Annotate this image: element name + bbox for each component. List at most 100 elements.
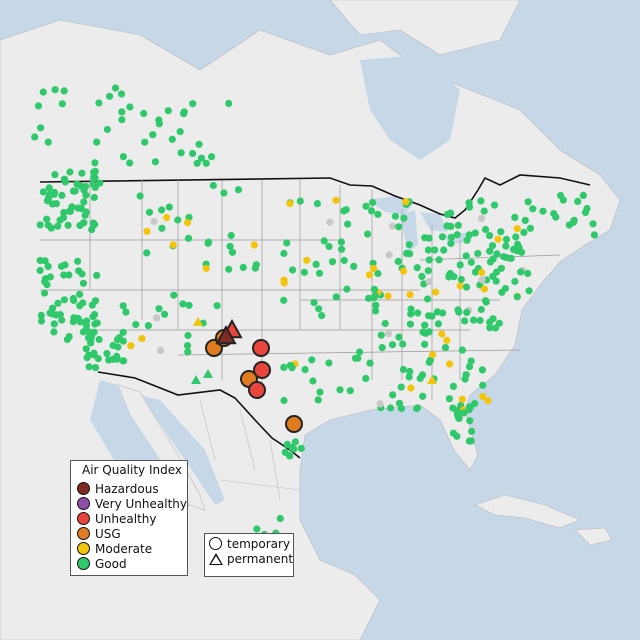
legend-item-good: Good bbox=[77, 556, 187, 571]
monitor-marker bbox=[58, 191, 66, 199]
monitor-marker bbox=[88, 226, 96, 234]
triangle-icon bbox=[209, 552, 223, 565]
monitor-marker bbox=[312, 260, 320, 268]
monitor-marker bbox=[150, 217, 158, 225]
monitor-marker bbox=[364, 230, 372, 238]
monitor-marker bbox=[64, 221, 72, 229]
monitor-marker bbox=[477, 197, 485, 205]
land-cuba bbox=[474, 494, 581, 529]
monitor-marker bbox=[513, 293, 521, 301]
monitor-marker bbox=[103, 125, 111, 134]
monitor-marker bbox=[91, 159, 99, 167]
monitor-marker bbox=[85, 351, 93, 359]
monitor-marker bbox=[36, 221, 44, 229]
monitor-marker bbox=[525, 287, 533, 295]
monitor-marker bbox=[45, 193, 53, 201]
monitor-marker bbox=[37, 317, 46, 325]
monitor-markers bbox=[31, 84, 599, 539]
monitor-marker bbox=[332, 196, 340, 204]
monitor-marker bbox=[458, 346, 466, 354]
monitor-marker bbox=[478, 268, 486, 277]
monitor-marker bbox=[239, 263, 247, 271]
monitor-marker bbox=[280, 276, 288, 284]
monitor-marker bbox=[250, 241, 258, 249]
monitor-marker bbox=[422, 329, 430, 337]
monitor-marker bbox=[431, 246, 439, 254]
monitor-marker bbox=[45, 184, 53, 192]
monitor-marker bbox=[494, 235, 502, 243]
hazardous-permanent-marker bbox=[215, 324, 237, 345]
monitor-marker bbox=[253, 525, 261, 533]
monitor-marker bbox=[143, 227, 151, 235]
monitor-marker bbox=[48, 200, 57, 208]
monitor-marker bbox=[213, 302, 221, 310]
monitor-marker bbox=[169, 241, 177, 249]
legend-item-moderate: Moderate bbox=[77, 541, 187, 556]
monitor-marker bbox=[113, 355, 121, 363]
monitor-marker bbox=[479, 381, 487, 389]
monitor-marker bbox=[486, 318, 494, 326]
monitor-marker bbox=[509, 245, 518, 253]
monitor-marker bbox=[65, 333, 73, 341]
monitor-marker bbox=[89, 180, 97, 188]
monitor-marker bbox=[406, 367, 414, 376]
monitor-marker bbox=[484, 397, 492, 405]
monitor-marker bbox=[54, 299, 62, 307]
monitor-marker bbox=[539, 207, 547, 215]
monitor-marker bbox=[524, 198, 532, 206]
monitor-marker bbox=[69, 294, 77, 303]
monitor-marker bbox=[512, 233, 520, 241]
monitor-marker bbox=[126, 103, 134, 111]
monitor-marker bbox=[529, 205, 537, 213]
monitor-marker bbox=[462, 252, 470, 260]
monitor-marker bbox=[74, 314, 82, 322]
legend-item-hazardous: Hazardous bbox=[77, 481, 187, 496]
monitor-marker bbox=[95, 99, 103, 107]
monitor-marker bbox=[552, 213, 560, 221]
monitor-marker bbox=[90, 168, 98, 176]
monitor-marker bbox=[463, 308, 471, 316]
monitor-marker bbox=[350, 262, 358, 270]
monitor-marker bbox=[280, 249, 288, 258]
monitor-marker bbox=[449, 382, 457, 390]
monitor-marker bbox=[291, 438, 299, 446]
monitor-marker bbox=[384, 292, 392, 300]
monitor-marker bbox=[43, 281, 51, 289]
monitor-marker bbox=[486, 247, 494, 255]
monitor-marker bbox=[400, 267, 408, 275]
monitor-marker bbox=[127, 342, 135, 350]
monitor-marker bbox=[320, 237, 328, 245]
monitor-marker bbox=[153, 314, 161, 322]
monitor-marker bbox=[421, 234, 429, 242]
monitor-marker bbox=[286, 200, 294, 208]
monitor-marker bbox=[80, 219, 88, 227]
monitor-marker bbox=[111, 84, 120, 92]
monitor-marker bbox=[184, 219, 192, 227]
monitor-marker bbox=[315, 305, 323, 313]
monitor-marker bbox=[454, 411, 462, 419]
monitor-marker bbox=[184, 234, 193, 242]
monitor-marker bbox=[88, 301, 96, 309]
monitor-marker bbox=[74, 204, 82, 212]
monitor-marker bbox=[465, 363, 474, 371]
monitor-marker bbox=[497, 228, 505, 236]
legend-item-usg: USG bbox=[77, 526, 187, 541]
monitor-marker bbox=[195, 140, 203, 148]
monitor-marker bbox=[454, 306, 462, 314]
legend-item-unhealthy: Unhealthy bbox=[77, 511, 187, 526]
monitor-marker bbox=[453, 231, 461, 239]
monitor-marker bbox=[51, 86, 59, 94]
monitor-marker bbox=[118, 108, 126, 116]
monitor-marker bbox=[441, 344, 450, 352]
monitor-marker bbox=[59, 214, 68, 222]
monitor-marker bbox=[155, 116, 163, 124]
monitor-marker bbox=[83, 317, 91, 325]
monitor-marker bbox=[65, 271, 73, 279]
monitor-marker bbox=[34, 102, 43, 110]
monitor-marker bbox=[406, 291, 414, 299]
monitor-marker bbox=[439, 309, 447, 317]
monitor-marker bbox=[590, 231, 599, 239]
monitor-marker bbox=[197, 154, 206, 162]
usg-swatch bbox=[77, 527, 90, 540]
monitor-marker bbox=[466, 417, 474, 425]
